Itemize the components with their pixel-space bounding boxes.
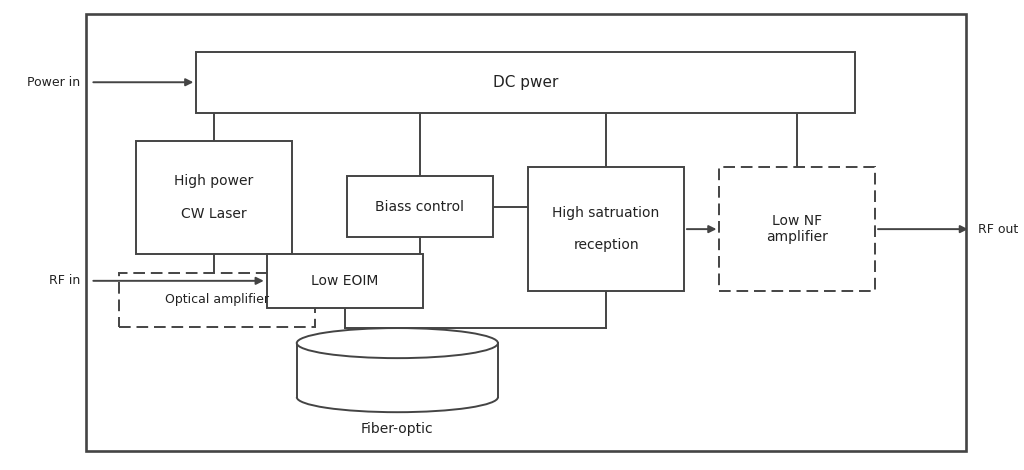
Bar xyxy=(197,52,855,113)
Text: Low EOIM: Low EOIM xyxy=(311,274,378,288)
Text: RF out: RF out xyxy=(978,223,1018,235)
Bar xyxy=(86,14,966,451)
Bar xyxy=(119,273,314,327)
Ellipse shape xyxy=(297,328,498,358)
Bar xyxy=(528,167,684,291)
Text: RF in: RF in xyxy=(49,274,81,287)
Text: Fiber-optic: Fiber-optic xyxy=(361,422,434,436)
Text: Low NF
amplifier: Low NF amplifier xyxy=(766,214,828,244)
Text: Optical amplifier: Optical amplifier xyxy=(165,293,268,306)
Bar xyxy=(136,141,292,254)
Bar xyxy=(347,176,493,237)
Text: High power

CW Laser: High power CW Laser xyxy=(174,174,253,220)
Text: Biass control: Biass control xyxy=(376,200,465,214)
Bar xyxy=(266,254,423,308)
Text: High satruation

reception: High satruation reception xyxy=(553,206,659,252)
Text: DC pwer: DC pwer xyxy=(493,75,558,90)
Bar xyxy=(719,167,876,291)
Text: Power in: Power in xyxy=(28,76,81,89)
